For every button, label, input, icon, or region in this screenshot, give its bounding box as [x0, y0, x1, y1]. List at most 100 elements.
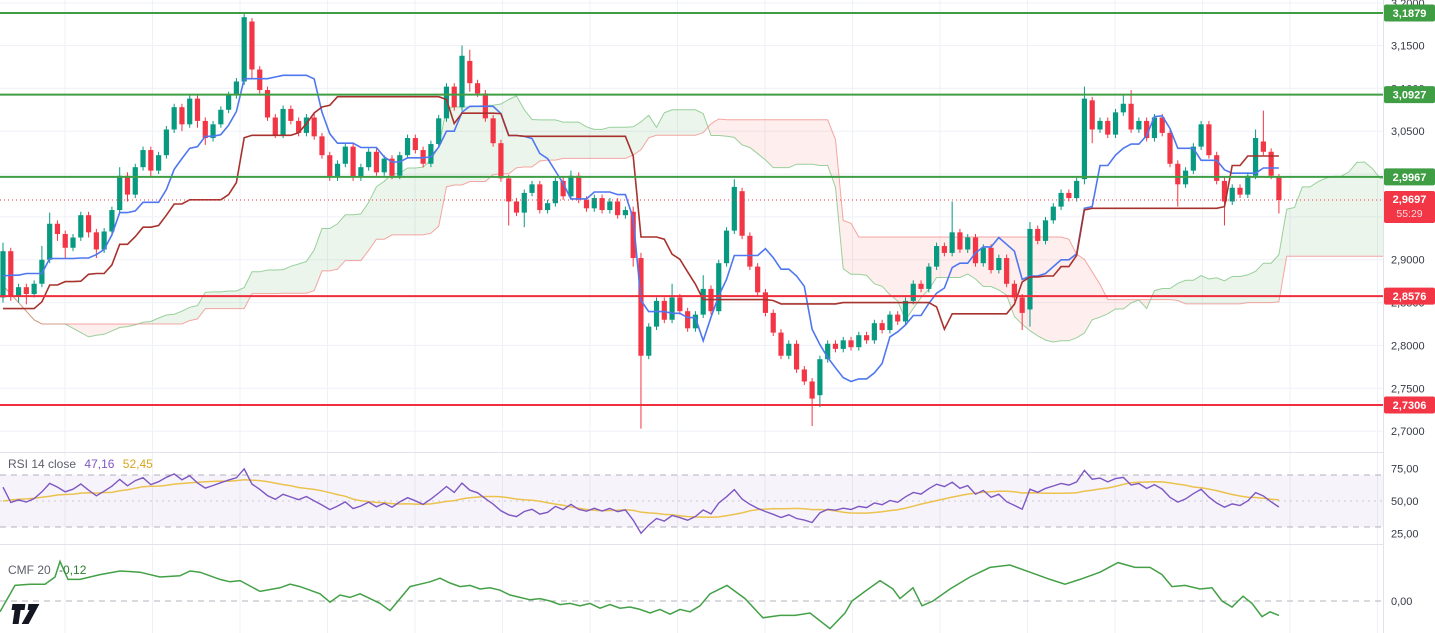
rsi-value: 47,16 — [84, 457, 115, 471]
candle-body — [156, 155, 162, 171]
rsi-indicator-legend[interactable]: RSI 14 close 47,16 52,45 — [8, 457, 153, 471]
cmf-indicator-title[interactable]: CMF 20 — [8, 563, 51, 577]
candle-body — [54, 223, 61, 235]
price-axis-label: 2,7500 — [1391, 383, 1425, 395]
candle-body — [23, 287, 29, 295]
candle-body — [902, 300, 909, 322]
price-level-badge-text: 2,8576 — [1393, 291, 1427, 303]
main-price-pane[interactable] — [0, 12, 1435, 429]
candle-body — [996, 258, 1002, 271]
candle-body — [109, 210, 115, 232]
candle-body — [1214, 155, 1220, 181]
candle-body — [1027, 228, 1033, 310]
candle-body — [39, 259, 45, 284]
candle-body — [1042, 220, 1049, 241]
candle-body — [747, 235, 753, 267]
cmf-indicator-legend[interactable]: CMF 20 -0,12 — [8, 563, 86, 577]
candle-body — [264, 90, 271, 118]
candle-body — [972, 237, 979, 264]
ichimoku-cloud-bearish — [708, 119, 1151, 342]
candle-body — [1159, 117, 1165, 133]
candle-body — [770, 312, 776, 333]
candle-body — [397, 155, 403, 176]
candle-body — [529, 184, 535, 193]
candle-body — [599, 198, 605, 211]
candle-body — [1081, 98, 1088, 180]
candle-body — [93, 232, 99, 250]
candle-body — [218, 109, 224, 125]
candle-body — [560, 180, 566, 197]
candle-body — [1167, 132, 1173, 164]
candle-body — [832, 343, 839, 349]
price-level-badge-text: 2,9967 — [1393, 172, 1427, 184]
candle-body — [840, 340, 846, 349]
candle-body — [653, 300, 660, 327]
price-level-badge-text: 3,0927 — [1393, 90, 1427, 102]
candle-body — [1136, 120, 1142, 130]
candle-body — [731, 186, 737, 231]
candle-body — [1050, 206, 1056, 221]
candle-body — [412, 138, 418, 151]
candle-body — [739, 191, 745, 236]
candle-body — [85, 215, 92, 233]
cmf-line — [0, 559, 1280, 630]
current-price-badge — [1384, 191, 1435, 224]
candle-body — [202, 120, 208, 139]
candle-body — [910, 283, 916, 301]
candle-body — [350, 146, 356, 178]
tradingview-logo[interactable] — [10, 603, 46, 630]
candle-body — [187, 98, 193, 125]
candle-body — [568, 175, 574, 197]
price-level-badge — [1384, 287, 1435, 305]
candle-body — [171, 107, 177, 130]
ichimoku-senkou-b-line — [2, 118, 1383, 325]
candle-body — [638, 258, 644, 356]
ichimoku-cloud-bullish — [137, 95, 708, 325]
ichimoku-cloud-bullish — [1150, 162, 1383, 304]
candle-body — [615, 201, 621, 216]
candle-body — [420, 150, 426, 164]
candle-body — [334, 163, 341, 178]
candle-body — [474, 83, 481, 94]
rsi-axis-label: 75,00 — [1391, 464, 1419, 476]
rsi-pane[interactable] — [0, 467, 1383, 535]
candle-body — [1089, 100, 1095, 130]
candle-body — [257, 69, 263, 91]
rsi-indicator-title[interactable]: RSI 14 close — [8, 457, 77, 471]
candle-body — [342, 146, 348, 164]
candle-body — [296, 120, 302, 133]
candle-body — [1105, 120, 1111, 135]
candle-body — [576, 175, 582, 200]
candle-body — [249, 21, 255, 70]
candle-body — [856, 335, 862, 348]
candle-body — [70, 237, 76, 248]
candle-body — [62, 234, 68, 248]
candle-body — [311, 117, 317, 137]
candle-body — [389, 158, 395, 176]
candle-body — [1120, 103, 1126, 113]
candle-body — [1175, 163, 1181, 185]
candle-body — [124, 175, 131, 195]
candle-body — [459, 55, 465, 108]
price-axis-background[interactable] — [1383, 0, 1435, 633]
candle-body — [1035, 228, 1041, 241]
candle-body — [404, 138, 411, 156]
candle-body — [809, 381, 815, 399]
candle-body — [1112, 112, 1119, 135]
candle-body — [513, 201, 520, 213]
price-axis-label: 2,8000 — [1391, 340, 1425, 352]
candle-body — [490, 118, 496, 144]
candle-body — [552, 180, 558, 204]
cmf-pane[interactable] — [0, 559, 1391, 630]
candle-body — [1066, 192, 1072, 199]
candle-body — [848, 340, 854, 348]
candle-body — [1058, 192, 1064, 207]
candle-body — [817, 359, 823, 396]
candle-body — [132, 167, 138, 195]
price-axis-label: 3,0500 — [1391, 126, 1425, 138]
candle-body — [194, 98, 201, 121]
candle-body — [8, 251, 14, 296]
candle-body — [622, 210, 628, 216]
